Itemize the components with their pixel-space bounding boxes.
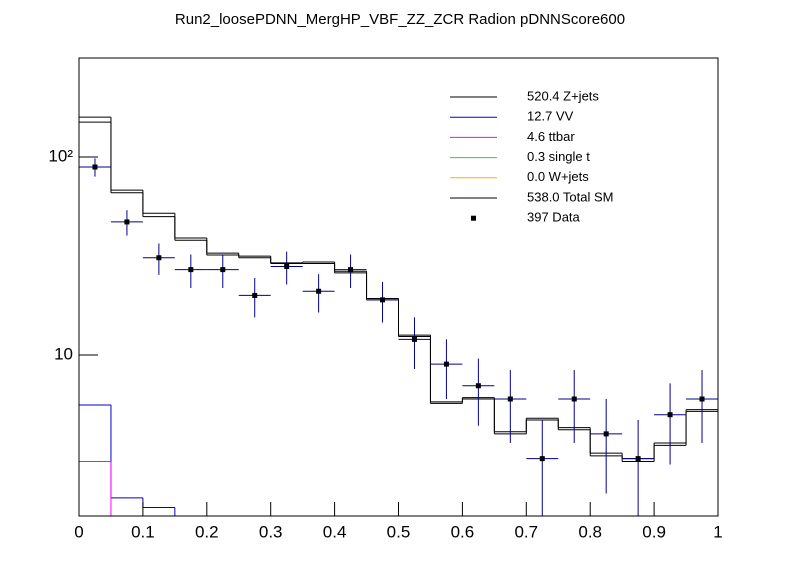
data-point [284,263,290,269]
data-point [475,383,481,389]
data-point [539,456,545,462]
data-point [156,255,162,261]
data-point [220,267,226,273]
data-point [699,396,705,402]
x-tick-label: 0.4 [323,522,347,541]
data-point [635,456,641,462]
x-tick-label: 0 [74,522,83,541]
legend-label: 520.4 Z+jets [527,88,599,103]
data-point [667,412,673,418]
legend-label: 4.6 ttbar [527,129,575,144]
y-tick-label: 10 [54,345,73,364]
data-point [252,292,258,298]
y-tick-label: 10² [48,146,73,165]
data-point [124,219,130,225]
x-tick-label: 0.8 [578,522,602,541]
legend-marker [471,215,476,221]
data-point [380,297,386,303]
data-point [507,396,513,402]
x-tick-label: 0.5 [387,522,411,541]
data-point [443,361,449,367]
data-point [188,267,194,273]
x-tick-label: 0.2 [195,522,219,541]
legend-label: 397 Data [527,210,581,225]
legend-label: 538.0 Total SM [527,189,613,204]
data-point [348,267,354,273]
x-tick-label: 0.1 [131,522,155,541]
data-point [571,396,577,402]
data-point [411,336,417,342]
x-tick-label: 0.3 [259,522,283,541]
data-point [92,164,98,170]
legend-label: 12.7 VV [527,109,574,124]
chart-title: Run2_loosePDNN_MergHP_VBF_ZZ_ZCR Radion … [175,11,625,28]
legend-label: 0.0 W+jets [527,169,589,184]
legend-label: 0.3 single t [527,149,590,164]
x-tick-label: 1 [713,522,722,541]
x-tick-label: 0.9 [642,522,666,541]
x-tick-label: 0.7 [514,522,538,541]
plot-area [79,116,718,516]
x-tick-label: 0.6 [451,522,475,541]
data-point [603,431,609,437]
data-point [316,288,322,294]
